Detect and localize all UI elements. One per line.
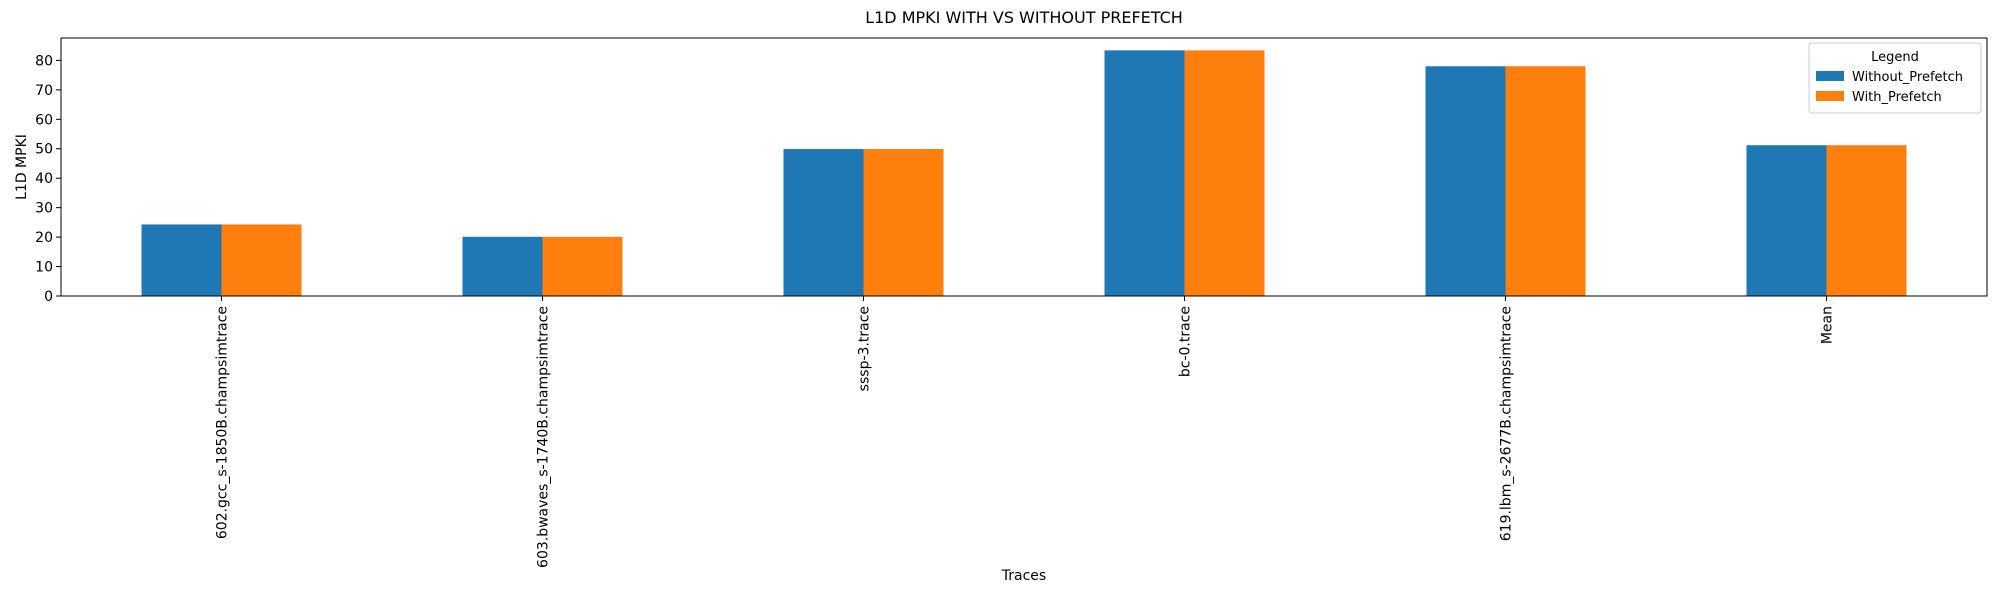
bar-without-prefetch-3 (1104, 50, 1185, 297)
bars-group (141, 50, 1907, 297)
y-tick-label: 20 (35, 230, 53, 246)
legend: Legend Without_Prefetch With_Prefetch (1808, 42, 1982, 114)
bar-with-prefetch-5 (1826, 145, 1907, 296)
chart-title: L1D MPKI WITH VS WITHOUT PREFETCH (865, 8, 1183, 27)
y-axis-label: L1D MPKI (14, 134, 30, 200)
legend-box (1808, 42, 1982, 114)
x-tick-label: 602.gcc_s-1850B.champsimtrace (215, 306, 231, 539)
legend-swatch-with-prefetch (1816, 91, 1844, 101)
plot-frame (60, 37, 1988, 297)
legend-label: With_Prefetch (1852, 90, 1942, 105)
y-tick-label: 10 (35, 260, 53, 276)
y-tick-label: 60 (35, 112, 53, 128)
bar-with-prefetch-0 (221, 224, 302, 296)
bar-without-prefetch-4 (1425, 66, 1506, 296)
bar-without-prefetch-2 (783, 149, 864, 296)
legend-swatch-without-prefetch (1816, 71, 1844, 81)
bar-without-prefetch-1 (462, 236, 543, 296)
y-tick-label: 80 (35, 53, 53, 69)
bar-without-prefetch-5 (1746, 145, 1827, 296)
x-tick-label: 619.lbm_s-2677B.champsimtrace (1499, 306, 1515, 541)
bar-with-prefetch-4 (1505, 66, 1586, 296)
y-tick-label: 70 (35, 83, 53, 99)
legend-title: Legend (1871, 50, 1919, 65)
x-tick-label: bc-0.trace (1178, 306, 1194, 377)
bar-with-prefetch-2 (863, 149, 944, 296)
x-tick-label: 603.bwaves_s-1740B.champsimtrace (536, 306, 552, 568)
legend-label: Without_Prefetch (1852, 70, 1963, 85)
x-axis-label: Traces (1001, 568, 1046, 584)
x-axis: 602.gcc_s-1850B.champsimtrace 603.bwaves_… (215, 296, 1836, 568)
x-tick-label: Mean (1820, 306, 1836, 344)
bar-without-prefetch-0 (141, 224, 222, 296)
y-tick-label: 0 (44, 289, 53, 305)
bar-with-prefetch-1 (542, 236, 623, 296)
bar-with-prefetch-3 (1184, 50, 1265, 297)
y-tick-label: 30 (35, 201, 53, 217)
y-tick-label: 50 (35, 142, 53, 158)
y-axis: 0 10 20 30 40 50 60 70 80 (35, 53, 61, 305)
y-tick-label: 40 (35, 171, 53, 187)
x-tick-label: sssp-3.trace (857, 306, 873, 391)
